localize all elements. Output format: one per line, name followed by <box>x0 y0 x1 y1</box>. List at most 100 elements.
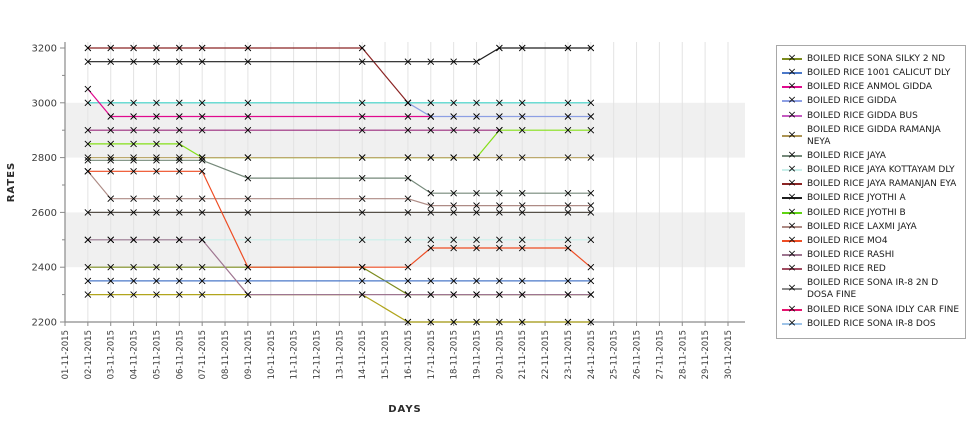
data-point-marker <box>358 209 366 216</box>
data-point-marker <box>84 154 92 161</box>
data-point-marker <box>496 189 503 197</box>
data-point-marker <box>107 263 115 271</box>
data-point-marker <box>84 126 92 134</box>
x-tick-label: 11-11-2015 <box>290 330 300 379</box>
data-point-marker <box>84 44 92 52</box>
data-point-marker <box>404 126 412 134</box>
data-point-marker <box>153 167 160 175</box>
data-point-marker <box>427 58 435 66</box>
data-point-marker <box>496 113 503 120</box>
data-point-marker <box>427 99 435 107</box>
data-point-marker <box>518 44 526 52</box>
data-point-marker <box>175 154 183 161</box>
data-point-marker <box>496 236 503 244</box>
x-tick-label: 26-11-2015 <box>633 330 643 379</box>
legend-item-label: BOILED RICE SONA IDLY CAR FINE <box>807 304 960 315</box>
data-point-marker <box>130 126 137 134</box>
data-point-marker <box>427 126 435 134</box>
data-point-marker <box>107 277 115 285</box>
data-point-marker <box>244 291 252 298</box>
data-point-marker <box>130 154 137 161</box>
legend-item: × BOILED RICE 1001 CALICUT DLY <box>782 66 961 79</box>
x-tick-label: 10-11-2015 <box>267 330 277 379</box>
legend-item-label: BOILED RICE JAYA <box>807 150 886 161</box>
data-point-marker <box>244 263 252 271</box>
legend-item: × BOILED RICE JYOTHI A <box>782 191 961 204</box>
data-point-marker <box>198 126 206 134</box>
data-point-marker <box>175 58 183 66</box>
legend-series-marker-icon: × <box>782 128 802 142</box>
legend-series-marker-icon: × <box>782 191 802 204</box>
x-tick-label: 16-11-2015 <box>404 330 414 379</box>
data-point-marker <box>587 291 595 298</box>
legend-item-label: BOILED RICE JAYA RAMANJAN EYA <box>807 179 957 190</box>
data-point-marker <box>404 99 412 107</box>
data-point-marker <box>107 154 115 161</box>
data-point-marker <box>107 113 115 120</box>
data-point-marker <box>175 126 183 134</box>
data-point-marker <box>198 277 206 285</box>
data-point-marker <box>358 174 366 182</box>
data-point-marker <box>130 167 137 175</box>
legend-series-marker-icon: × <box>782 219 802 233</box>
x-tick-label: 06-11-2015 <box>175 330 185 379</box>
data-point-marker <box>518 154 526 161</box>
data-point-marker <box>427 236 435 244</box>
data-point-marker <box>153 195 160 203</box>
data-point-marker <box>473 244 480 252</box>
x-tick-label: 12-11-2015 <box>312 330 322 379</box>
data-point-marker <box>518 318 526 326</box>
legend-series-marker-icon: × <box>782 149 802 162</box>
data-point-marker <box>518 189 526 197</box>
x-tick-label: 22-11-2015 <box>541 330 551 379</box>
legend-item: × BOILED RICE MO4 <box>782 233 961 247</box>
data-point-marker <box>175 277 183 285</box>
data-point-marker <box>244 58 252 66</box>
data-point-marker <box>473 291 480 298</box>
data-point-marker <box>153 291 160 298</box>
data-point-marker <box>450 244 457 252</box>
series-line <box>87 88 431 118</box>
data-point-marker <box>153 140 160 148</box>
y-tick-label: 3000 <box>32 98 57 109</box>
series-line <box>87 170 591 207</box>
data-point-marker <box>404 154 412 161</box>
data-point-marker <box>175 157 183 164</box>
legend-series-marker-icon: × <box>782 163 802 176</box>
data-point-marker <box>564 209 572 216</box>
data-point-marker <box>496 244 503 252</box>
x-tick-label: 03-11-2015 <box>107 330 117 379</box>
data-point-marker <box>175 113 183 120</box>
x-tick-label: 23-11-2015 <box>564 330 574 379</box>
x-tick-label: 20-11-2015 <box>495 330 505 379</box>
data-point-marker <box>198 167 206 175</box>
legend-series-marker-icon: × <box>782 302 802 316</box>
data-point-marker <box>427 291 435 298</box>
legend-item: × BOILED RICE ANMOL GIDDA <box>782 80 961 93</box>
data-point-marker <box>450 318 457 326</box>
x-tick-label: 19-11-2015 <box>473 330 483 379</box>
series-line <box>87 159 591 194</box>
data-point-marker <box>175 99 183 107</box>
x-tick-label: 04-11-2015 <box>130 330 140 379</box>
data-point-marker <box>358 195 366 203</box>
legend-series-marker-icon: × <box>782 52 802 65</box>
legend-item-label: BOILED RICE 1001 CALICUT DLY <box>807 68 951 79</box>
data-point-marker <box>450 202 457 209</box>
legend-series-marker-icon: × <box>782 94 802 107</box>
data-point-marker <box>496 318 503 326</box>
data-point-marker <box>244 44 252 52</box>
legend-item: × BOILED RICE LAXMI JAYA <box>782 219 961 233</box>
data-point-marker <box>564 318 572 326</box>
data-point-marker <box>130 113 137 120</box>
data-point-marker <box>107 291 115 298</box>
legend-item-label: BOILED RICE JAYA KOTTAYAM DLY <box>807 165 955 176</box>
data-point-marker <box>564 189 572 197</box>
data-point-marker <box>587 202 595 209</box>
y-tick-label: 2400 <box>32 263 57 274</box>
data-point-marker <box>564 236 572 244</box>
data-point-marker <box>564 113 572 120</box>
x-tick-label: 14-11-2015 <box>358 330 368 379</box>
data-point-marker <box>473 318 480 326</box>
data-point-marker <box>358 291 366 298</box>
